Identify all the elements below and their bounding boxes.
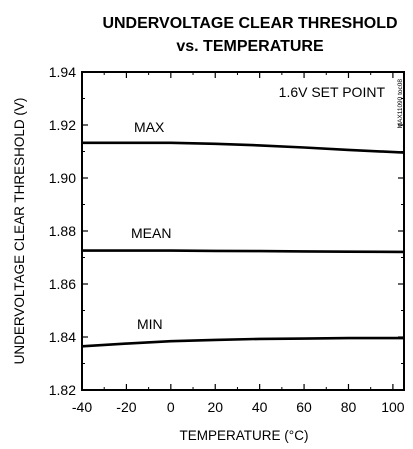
y-tick-label: 1.86 [49, 276, 76, 292]
tick-marks [81, 71, 404, 391]
series-line-max [82, 141, 405, 154]
series-line-min [81, 336, 404, 348]
y-tick-label: 1.82 [49, 382, 76, 398]
x-tick-label: 80 [341, 399, 357, 415]
y-tick-label: 1.94 [49, 64, 76, 80]
figure-id-label: MAX11090 toc08 [397, 79, 404, 129]
chart-title-line1: UNDERVOLTAGE CLEAR THRESHOLD [102, 15, 397, 32]
x-tick-label: 60 [296, 399, 312, 415]
y-tick-label: 1.90 [49, 170, 76, 186]
x-tick-label: 100 [381, 399, 405, 415]
x-axis-label: TEMPERATURE (°C) [180, 428, 309, 443]
x-tick-label: 40 [252, 399, 268, 415]
y-tick-label: 1.84 [49, 329, 76, 345]
y-tick-labels: 1.82 1.84 1.86 1.88 1.90 1.92 1.94 [49, 64, 76, 398]
set-point-annotation: 1.6V SET POINT [279, 84, 386, 100]
series-lines [81, 141, 405, 348]
y-tick-label: 1.88 [49, 223, 76, 239]
series-label-min: MIN [137, 316, 163, 332]
series-label-mean: MEAN [131, 225, 171, 241]
series-label-max: MAX [134, 119, 165, 135]
x-tick-label: -20 [116, 399, 136, 415]
x-tick-label: -40 [72, 399, 92, 415]
x-tick-label: 0 [167, 399, 175, 415]
x-tick-labels: -40 -20 0 20 40 60 80 100 [72, 399, 405, 415]
x-tick-label: 20 [207, 399, 223, 415]
chart-title-line2: vs. TEMPERATURE [176, 38, 324, 55]
y-axis-label: UNDERVOLTAGE CLEAR THRESHOLD (V) [12, 98, 27, 365]
series-line-mean [82, 249, 405, 254]
y-tick-label: 1.92 [49, 117, 76, 133]
